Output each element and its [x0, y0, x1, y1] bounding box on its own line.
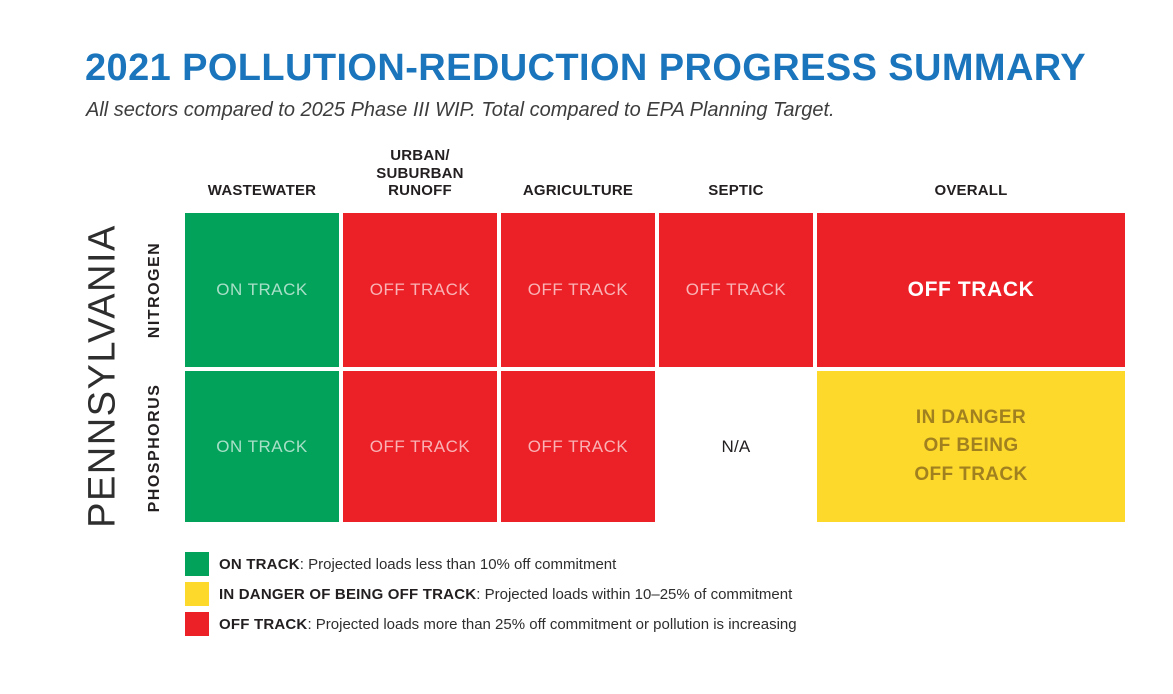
legend-item-off-track: OFF TRACK: Projected loads more than 25%… — [185, 612, 797, 636]
legend-item-on-track: ON TRACK: Projected loads less than 10% … — [185, 552, 797, 576]
row-label-phosphorus: PHOSPHORUS — [146, 383, 163, 513]
column-header-urban-suburban-runoff: URBAN/ SUBURBAN RUNOFF — [376, 147, 464, 199]
legend-text: OFF TRACK: Projected loads more than 25%… — [219, 616, 797, 633]
column-header-septic: SEPTIC — [708, 181, 764, 199]
cell-nitrogen-wastewater: ON TRACK — [185, 213, 339, 367]
row-label-nitrogen: NITROGEN — [146, 241, 163, 339]
legend-swatch-red — [185, 612, 209, 636]
legend-label: OFF TRACK — [219, 615, 308, 633]
cell-nitrogen-septic: OFF TRACK — [659, 213, 813, 367]
cell-phosphorus-septic: N/A — [659, 371, 813, 522]
cell-nitrogen-agriculture: OFF TRACK — [501, 213, 655, 367]
legend-label: IN DANGER OF BEING OFF TRACK — [219, 585, 477, 603]
cell-phosphorus-agriculture: OFF TRACK — [501, 371, 655, 522]
legend-description: : Projected loads more than 25% off comm… — [307, 615, 797, 633]
column-headers: WASTEWATER URBAN/ SUBURBAN RUNOFF AGRICU… — [185, 146, 1125, 206]
status-grid: ON TRACK OFF TRACK OFF TRACK OFF TRACK O… — [185, 213, 1125, 522]
page-title: 2021 POLLUTION-REDUCTION PROGRESS SUMMAR… — [85, 47, 1086, 89]
legend-swatch-green — [185, 552, 209, 576]
cell-nitrogen-overall: OFF TRACK — [817, 213, 1125, 367]
legend-description: : Projected loads within 10–25% of commi… — [476, 585, 793, 603]
column-header-wastewater: WASTEWATER — [207, 181, 317, 199]
page-subtitle: All sectors compared to 2025 Phase III W… — [86, 99, 835, 121]
cell-phosphorus-overall: IN DANGER OF BEING OFF TRACK — [817, 371, 1125, 522]
legend-item-in-danger: IN DANGER OF BEING OFF TRACK: Projected … — [185, 582, 797, 606]
state-label-pennsylvania: PENNSYLVANIA — [81, 224, 124, 528]
legend-text: IN DANGER OF BEING OFF TRACK: Projected … — [219, 586, 792, 603]
cell-phosphorus-wastewater: ON TRACK — [185, 371, 339, 522]
legend-description: : Projected loads less than 10% off comm… — [299, 555, 617, 573]
cell-phosphorus-urban-runoff: OFF TRACK — [343, 371, 497, 522]
legend: ON TRACK: Projected loads less than 10% … — [185, 552, 797, 642]
legend-label: ON TRACK — [219, 555, 300, 573]
cell-nitrogen-urban-runoff: OFF TRACK — [343, 213, 497, 367]
legend-swatch-yellow — [185, 582, 209, 606]
legend-text: ON TRACK: Projected loads less than 10% … — [219, 556, 616, 573]
column-header-overall: OVERALL — [934, 181, 1008, 199]
column-header-agriculture: AGRICULTURE — [522, 181, 634, 199]
